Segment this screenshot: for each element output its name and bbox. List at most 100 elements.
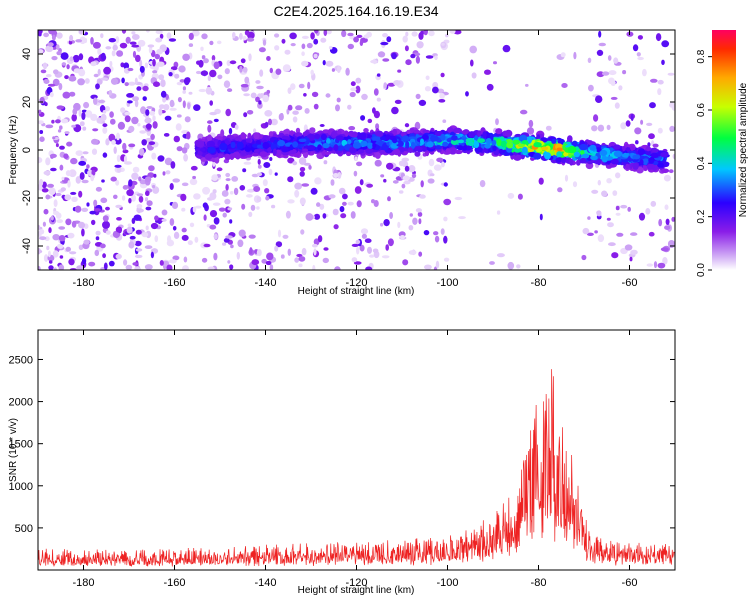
heatmap-cell [47,83,56,87]
heatmap-cell [115,36,120,44]
heatmap-cell [301,60,309,67]
y-tick-label: 500 [15,523,33,535]
heatmap-cell [359,179,364,186]
heatmap-cell [443,257,450,262]
heatmap-cell [435,260,440,269]
heatmap-cell [496,253,505,258]
heatmap-cell [59,255,64,259]
heatmap-cell [569,158,574,166]
heatmap-cell [180,193,187,202]
heatmap-cell [225,235,233,239]
heatmap-cell [262,141,270,150]
heatmap-cell [113,146,117,154]
heatmap-cell [646,163,656,170]
heatmap-cell [440,228,445,235]
heatmap-cell [222,212,227,218]
heatmap-cell [458,216,466,220]
heatmap-cell [527,135,533,144]
heatmap-cell [359,132,367,140]
heatmap-cell [443,235,448,244]
heatmap-x-ticks: -180 -160 -140 -120 -100 -80 -60 [72,30,637,289]
heatmap-cell [301,35,309,40]
heatmap-cell [408,250,417,255]
heatmap-cell [581,254,587,261]
heatmap-cell [412,217,418,225]
heatmap-cell [75,176,82,184]
heatmap-cell [190,165,198,171]
heatmap-cell [41,188,49,193]
heatmap-cell [115,253,122,260]
heatmap-cell [79,172,85,180]
heatmap-cell [322,213,327,219]
heatmap-cell [301,51,305,56]
heatmap-cell [275,68,282,75]
heatmap-cell [191,30,200,37]
heatmap-cell [38,157,43,164]
heatmap-cell [74,205,82,213]
heatmap-cell [353,36,359,43]
heatmap-cell [442,119,447,123]
heatmap-cell [154,215,159,221]
heatmap-cell [328,45,333,50]
heatmap-cell [56,44,60,50]
heatmap-cell [451,135,458,141]
snr-x-axis-label: Height of straight line (km) [298,585,415,596]
heatmap-cell [621,153,631,158]
heatmap-cell [443,216,448,222]
heatmap-cell [236,141,244,150]
heatmap-cell [183,256,188,263]
heatmap-cell [97,48,102,55]
heatmap-cell [38,224,41,230]
heatmap-cell [109,60,113,67]
heatmap-cell [520,109,528,115]
heatmap-cell [667,72,675,76]
heatmap-cell [69,56,74,62]
heatmap-cell [57,129,62,133]
heatmap-cell [229,60,237,65]
heatmap-cell [126,100,133,104]
heatmap-cell [425,75,430,81]
heatmap-cell [498,148,504,154]
heatmap-cell [250,204,256,211]
heatmap-cell [317,144,322,151]
heatmap-cell [274,33,280,38]
heatmap-cell [340,213,347,219]
heatmap-y-ticks: -40 -20 0 20 40 [21,48,675,254]
heatmap-cell [646,263,653,267]
heatmap-cell [545,125,552,131]
heatmap-cell [256,144,263,149]
heatmap-cell [354,156,358,161]
heatmap-cell [587,57,592,63]
heatmap-cell [638,212,646,221]
heatmap-cell [100,33,104,39]
heatmap-cell [39,136,45,142]
y-tick-label: -40 [21,238,33,254]
heatmap-cell [314,30,319,34]
heatmap-cell [427,178,435,184]
heatmap-y-axis-label: Frequency (Hz) [8,116,19,185]
heatmap-cell [404,45,409,52]
heatmap-cell [265,195,270,201]
heatmap-cell [150,251,154,259]
heatmap-cell [264,121,269,128]
heatmap-cell [492,145,497,152]
heatmap-cell [91,169,96,176]
heatmap-cell [102,123,108,128]
heatmap-cell [162,97,167,103]
heatmap-x-axis-label: Height of straight line (km) [298,286,415,297]
heatmap-cell [671,216,675,222]
heatmap-cell [502,44,511,53]
heatmap-cell [428,158,435,167]
heatmap-cell [258,100,262,105]
heatmap-cell [71,113,77,122]
heatmap-cell [372,136,382,142]
heatmap-cell [274,245,279,252]
heatmap-cell [77,78,85,86]
heatmap-cell [182,86,186,91]
heatmap-cell [213,252,218,261]
heatmap-cell [252,152,259,157]
heatmap-cell [484,143,491,149]
heatmap-cell [102,220,110,229]
heatmap-cell [116,167,122,173]
heatmap-cell [593,114,599,122]
